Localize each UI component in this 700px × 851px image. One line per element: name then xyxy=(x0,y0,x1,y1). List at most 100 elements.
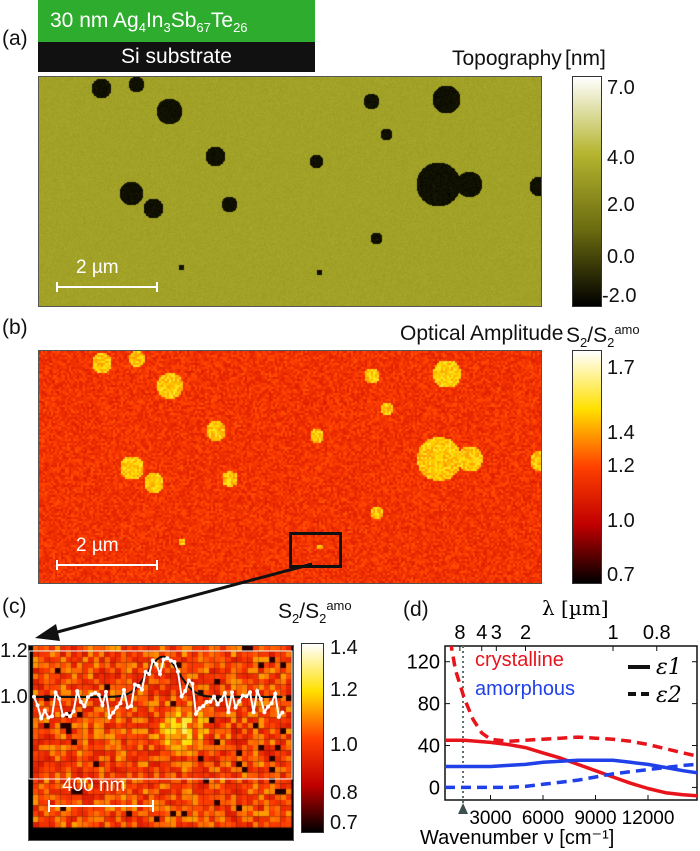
profile-point xyxy=(140,687,144,692)
profile-point xyxy=(154,662,159,667)
profile-point xyxy=(280,710,285,715)
top-tick-label: 1 xyxy=(607,622,618,644)
line-profile xyxy=(28,650,293,780)
profile-point xyxy=(107,715,112,720)
profile-point xyxy=(143,669,148,674)
profile-point xyxy=(68,714,72,719)
colorbar-c-tick: 0.8 xyxy=(330,782,358,804)
profile-point xyxy=(57,696,62,701)
profile-point xyxy=(86,695,90,700)
legend-eps2: ε2 xyxy=(656,683,682,708)
profile-point xyxy=(176,669,180,674)
top-tick-label: 3 xyxy=(491,622,502,644)
profile-point xyxy=(78,699,83,704)
profile-point xyxy=(240,693,245,698)
profile-point xyxy=(132,682,137,687)
legend-amorphous: amorphous xyxy=(475,678,575,700)
panel-a-title: Topography xyxy=(452,47,562,70)
profile-point xyxy=(222,691,227,695)
scale-bar-b xyxy=(56,560,158,570)
top-tick-label: 4 xyxy=(476,622,487,644)
profile-point xyxy=(42,708,47,713)
profile-point xyxy=(46,715,51,720)
profile-point xyxy=(273,691,278,696)
marker-arrow-icon xyxy=(458,803,469,814)
y-tick-label: 80 xyxy=(418,694,440,716)
profile-point xyxy=(71,709,76,714)
scale-bar-c xyxy=(48,800,154,812)
panel-b-label: (b) xyxy=(2,316,28,339)
colorbar-c-tick: 1.2 xyxy=(330,679,358,701)
panel-c-unit: S2/S2amo xyxy=(278,598,352,627)
dielectric-chart: λ [µm] 8 4 3 2 1 0.8 0 40 80 120 3000 6000 9000 1200… xyxy=(407,596,698,849)
panel-a-label: (a) xyxy=(2,27,28,50)
colorbar-a-tick: 7.0 xyxy=(607,77,635,99)
x-tick-label: 3000 xyxy=(469,808,511,829)
substrate-label: Si substrate xyxy=(121,45,232,68)
profile-point xyxy=(208,699,213,704)
x-tick-label: 6000 xyxy=(522,808,564,829)
top-tick-label: 8 xyxy=(454,622,465,644)
profile-point xyxy=(114,705,119,710)
film-layer-label: 30 nm Ag4In3Sb67Te26 xyxy=(50,9,248,36)
scale-bar-a-label: 2 µm xyxy=(76,257,119,278)
panel-b-unit: S2/S2amo xyxy=(566,322,640,351)
topography-colorbar xyxy=(572,76,602,307)
profile-point xyxy=(32,694,36,699)
profile-point xyxy=(104,689,108,694)
zoom-region-box xyxy=(289,532,342,568)
profile-point xyxy=(258,696,263,701)
profile-point xyxy=(100,703,105,708)
profile-point xyxy=(219,697,224,702)
profile-point xyxy=(237,699,242,704)
y-tick-label: 0 xyxy=(429,777,440,799)
panel-a-unit: [nm] xyxy=(565,47,606,70)
x-tick-label: 9000 xyxy=(574,808,616,829)
profile-point xyxy=(150,658,155,663)
series-amorphous-eps2 xyxy=(445,762,697,790)
top-tick-label: 2 xyxy=(520,622,531,644)
profile-point xyxy=(186,678,191,683)
profile-point xyxy=(161,657,166,662)
profile-point xyxy=(212,694,216,699)
colorbar-a-tick: 2.0 xyxy=(607,194,635,216)
plot-frame xyxy=(444,645,698,801)
optical-colorbar xyxy=(572,350,602,584)
profile-point xyxy=(190,681,195,686)
profile-point xyxy=(129,704,134,708)
colorbar-b-tick: 1.2 xyxy=(607,455,635,477)
zoomed-optical-image xyxy=(28,645,294,841)
panel-c-label: (c) xyxy=(2,595,27,618)
profile-point xyxy=(244,694,249,699)
profile-point xyxy=(168,658,173,663)
colorbar-c-tick: 0.7 xyxy=(330,812,358,834)
profile-point xyxy=(165,656,170,661)
panel-d-label: (d) xyxy=(403,598,429,621)
profile-point xyxy=(53,690,58,695)
substrate-layer-box: Si substrate xyxy=(38,42,315,72)
y-tick-label: 40 xyxy=(418,736,440,758)
profile-point xyxy=(266,704,270,709)
colorbar-b-tick: 1.4 xyxy=(607,422,635,444)
profile-point xyxy=(255,689,260,694)
profile-tick: 1.0 xyxy=(0,686,28,708)
profile-point xyxy=(215,702,220,707)
profile-point xyxy=(82,704,87,709)
profile-point xyxy=(194,711,198,716)
colorbar-c-tick: 1.0 xyxy=(330,734,358,756)
profile-point xyxy=(122,688,126,692)
profile-point xyxy=(262,710,267,715)
profile-point xyxy=(248,690,252,695)
colorbar-a-tick: 4.0 xyxy=(607,147,635,169)
profile-point xyxy=(93,690,98,695)
profile-point xyxy=(136,683,141,688)
profile-point xyxy=(230,690,234,695)
profile-point xyxy=(233,705,238,710)
profile-point xyxy=(50,714,54,719)
profile-point xyxy=(251,710,256,715)
scale-bar-b-label: 2 µm xyxy=(76,535,119,556)
profile-point xyxy=(96,692,101,697)
profile-point xyxy=(158,672,162,676)
profile-point xyxy=(39,716,44,721)
profile-point xyxy=(60,713,65,718)
